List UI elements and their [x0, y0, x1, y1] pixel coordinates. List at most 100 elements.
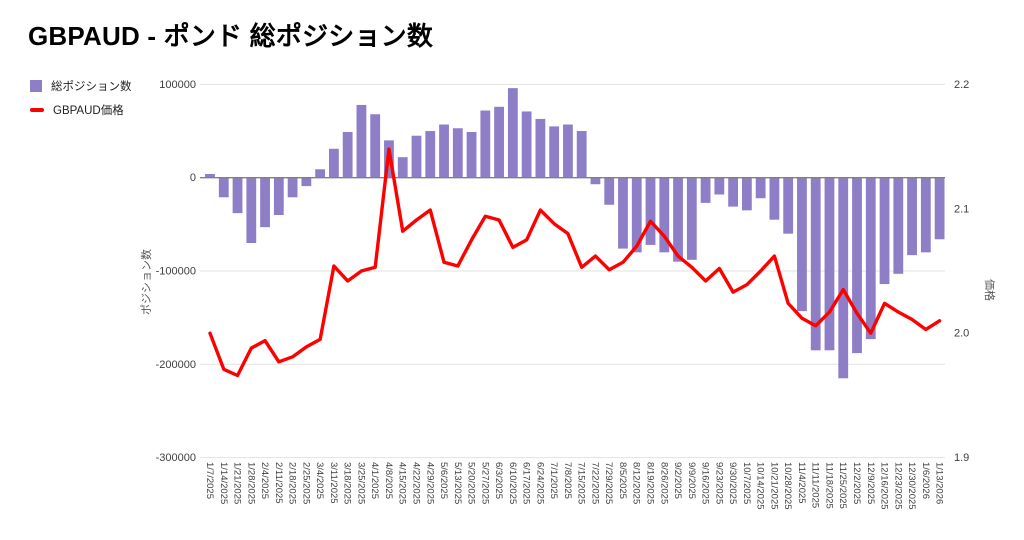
x-axis-label: 11/4/2025 [796, 462, 807, 504]
position-bar [273, 177, 284, 216]
legend-item-positions: 総ポジション数 [30, 74, 132, 98]
position-bar [480, 110, 491, 178]
position-bar [783, 177, 794, 234]
x-axis-label: 11/25/2025 [837, 462, 848, 509]
x-axis-label: 1/7/2025 [204, 462, 215, 499]
price-line [208, 147, 942, 378]
position-bar [893, 177, 904, 274]
position-bar [328, 148, 339, 178]
x-axis-label: 10/28/2025 [782, 462, 793, 510]
position-bar [205, 173, 215, 178]
left-axis-tick-label: 100000 [159, 79, 196, 91]
position-bar [218, 177, 229, 198]
x-axis-label: 5/20/2025 [466, 462, 477, 504]
position-bar [590, 177, 601, 185]
left-axis-tick-label: 0 [190, 172, 196, 184]
x-axis-label: 7/22/2025 [589, 462, 600, 504]
x-axis-label: 7/1/2025 [548, 462, 559, 499]
position-bar [810, 177, 821, 351]
position-bar [301, 177, 312, 187]
x-axis-label: 1/6/2026 [920, 462, 931, 499]
position-bar [604, 177, 615, 205]
position-bar [755, 177, 766, 199]
x-axis-label: 9/30/2025 [727, 462, 738, 504]
x-axis-label: 1/28/2025 [245, 462, 256, 504]
position-bar [563, 124, 573, 178]
position-bar [700, 177, 711, 203]
position-bar [342, 131, 353, 178]
x-axis-label: 11/18/2025 [823, 462, 834, 509]
position-bar [549, 126, 560, 178]
x-axis-label: 3/18/2025 [342, 462, 353, 504]
position-bar [686, 177, 697, 260]
x-axis-label: 1/21/2025 [232, 462, 243, 504]
x-axis-label: 5/27/2025 [479, 462, 490, 504]
bar-series-swatch-icon [30, 80, 42, 92]
x-axis-label: 7/29/2025 [603, 462, 614, 504]
position-bar [356, 104, 367, 178]
x-axis-label: 7/8/2025 [562, 462, 573, 499]
x-axis-label: 8/12/2025 [631, 462, 642, 504]
x-axis-label: 3/11/2025 [328, 462, 339, 504]
x-axis-label: 4/1/2025 [369, 462, 380, 499]
x-axis-label: 4/22/2025 [410, 462, 421, 504]
x-axis-label: 12/30/2025 [906, 462, 917, 510]
x-axis-label: 10/21/2025 [768, 462, 779, 510]
position-bar [852, 177, 862, 354]
x-axis-label: 12/23/2025 [892, 462, 903, 510]
x-axis-label: 2/4/2025 [259, 462, 270, 499]
position-bar [576, 131, 587, 178]
legend: 総ポジション数 GBPAUD価格 [30, 74, 132, 122]
x-axis-label: 10/7/2025 [741, 462, 752, 504]
position-bar [260, 177, 270, 228]
position-bar [838, 177, 849, 379]
right-axis-title: 価格 [983, 279, 997, 301]
position-bar [631, 177, 642, 253]
x-axis-label: 11/11/2025 [810, 462, 821, 508]
left-axis-tick-label: -300000 [156, 452, 196, 464]
x-axis-label: 7/15/2025 [576, 462, 587, 504]
left-axis-tick-label: -200000 [156, 359, 196, 371]
x-axis-label: 12/16/2025 [879, 462, 890, 510]
x-axis-label: 6/3/2025 [493, 462, 504, 499]
chart-title: GBPAUD - ポンド 総ポジション数 [28, 21, 434, 51]
position-bar [879, 177, 890, 285]
position-bar [769, 177, 780, 220]
legend-label-price: GBPAUD価格 [53, 105, 124, 117]
line-series-swatch-icon [30, 108, 44, 112]
position-bar [728, 177, 739, 207]
position-bar [452, 128, 463, 178]
position-bar [425, 131, 436, 178]
left-axis-title: ポジション数 [140, 249, 153, 315]
position-bar [507, 88, 518, 178]
position-bar [521, 111, 532, 178]
x-axis-label: 2/25/2025 [300, 462, 311, 504]
position-bar [287, 177, 298, 198]
x-axis-label: 4/29/2025 [424, 462, 435, 504]
x-axis-label: 1/14/2025 [218, 462, 229, 504]
position-bar [246, 177, 257, 244]
x-axis-label: 4/15/2025 [397, 462, 408, 504]
position-bar [824, 177, 835, 351]
left-axis-tick-label: -100000 [156, 266, 196, 278]
position-bar [439, 124, 449, 178]
x-axis-label: 5/6/2025 [438, 462, 449, 499]
position-bar [865, 177, 876, 340]
x-axis-label: 9/9/2025 [686, 462, 697, 499]
x-axis-label: 8/19/2025 [645, 462, 656, 504]
x-axis-label: 10/14/2025 [755, 462, 766, 510]
x-axis-label: 3/25/2025 [355, 462, 366, 504]
x-axis-label: 12/2/2025 [851, 462, 862, 504]
x-axis-label: 6/17/2025 [521, 462, 532, 504]
position-bar [315, 169, 326, 178]
x-axis-label: 5/13/2025 [452, 462, 463, 504]
x-axis-label: 9/23/2025 [713, 462, 724, 504]
position-bar [741, 177, 752, 211]
position-bar [397, 157, 408, 178]
legend-item-price: GBPAUD価格 [30, 98, 132, 122]
position-bar [934, 177, 945, 240]
position-bar [535, 118, 546, 178]
position-bar [920, 177, 931, 253]
right-axis-tick-label: 1.9 [954, 452, 969, 464]
